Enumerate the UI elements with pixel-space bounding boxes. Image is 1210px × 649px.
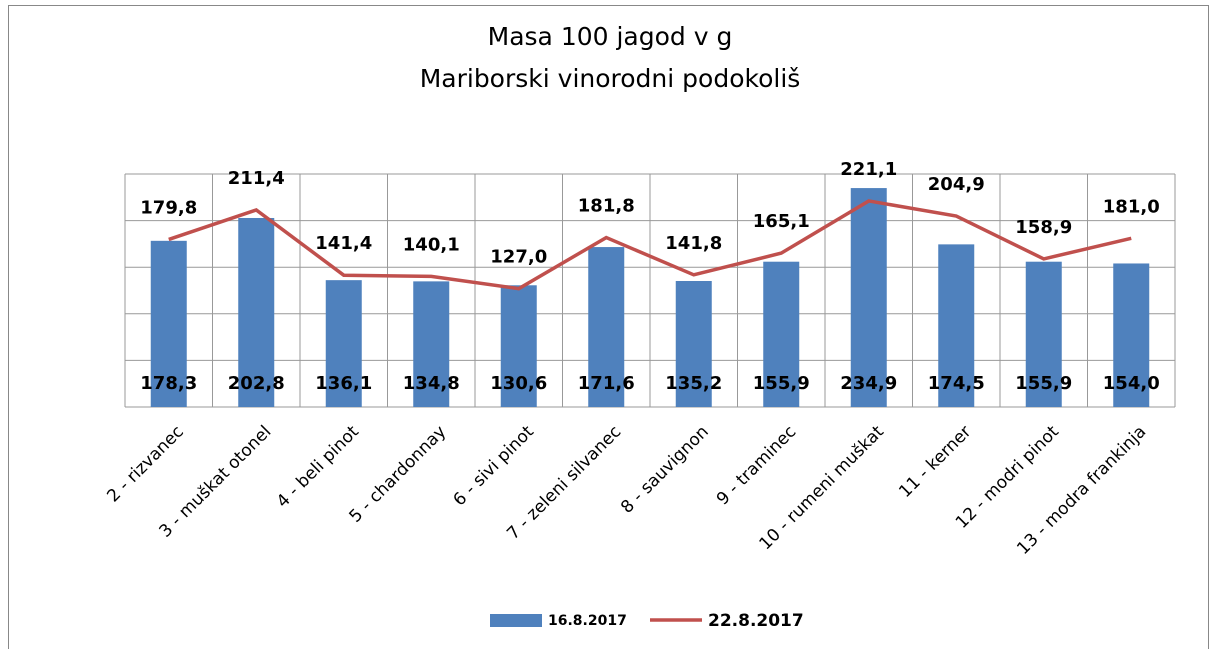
line-value-label: 204,9 <box>928 174 985 195</box>
line-value-label: 211,4 <box>228 168 285 189</box>
bar-value-label: 155,9 <box>1015 373 1072 394</box>
line-value-label: 141,4 <box>315 233 372 254</box>
legend-label: 16.8.2017 <box>548 613 627 629</box>
line-series <box>168 199 1132 291</box>
line-value-label: 165,1 <box>753 211 810 232</box>
bar-value-label: 234,9 <box>840 373 897 394</box>
legend-swatch <box>490 614 542 627</box>
chart-title: Masa 100 jagod v g <box>488 22 733 51</box>
line-value-label: 141,8 <box>665 233 722 254</box>
bar <box>938 244 975 407</box>
bar <box>850 188 887 407</box>
line-value-label: 158,9 <box>1015 217 1072 238</box>
bar <box>325 280 362 407</box>
bar <box>763 261 800 407</box>
line-value-label: 221,1 <box>840 159 897 180</box>
legend-label: 22.8.2017 <box>708 611 804 631</box>
bar <box>413 281 450 407</box>
bar <box>1113 263 1150 407</box>
line-value-label: 179,8 <box>140 197 197 218</box>
bar <box>150 240 187 407</box>
bar-value-label: 130,6 <box>490 373 547 394</box>
bar <box>238 217 275 407</box>
line-value-label: 140,1 <box>403 234 460 255</box>
chart-subtitle: Mariborski vinorodni podokoliš <box>420 64 801 93</box>
bar-value-label: 154,0 <box>1103 373 1160 394</box>
bar-value-label: 134,8 <box>403 373 460 394</box>
line-value-label: 127,0 <box>490 247 547 268</box>
line-value-label: 181,0 <box>1103 196 1160 217</box>
bar <box>1025 261 1062 407</box>
bar <box>675 280 712 407</box>
bar-value-label: 171,6 <box>578 373 635 394</box>
bar <box>588 247 625 407</box>
bar <box>500 285 537 407</box>
bar-value-label: 174,5 <box>928 373 985 394</box>
bar-value-label: 135,2 <box>665 373 722 394</box>
line-value-label: 181,8 <box>578 196 635 217</box>
bar-value-label: 202,8 <box>228 373 285 394</box>
bar-value-label: 178,3 <box>140 373 197 394</box>
bar-value-label: 155,9 <box>753 373 810 394</box>
bar-value-label: 136,1 <box>315 373 372 394</box>
